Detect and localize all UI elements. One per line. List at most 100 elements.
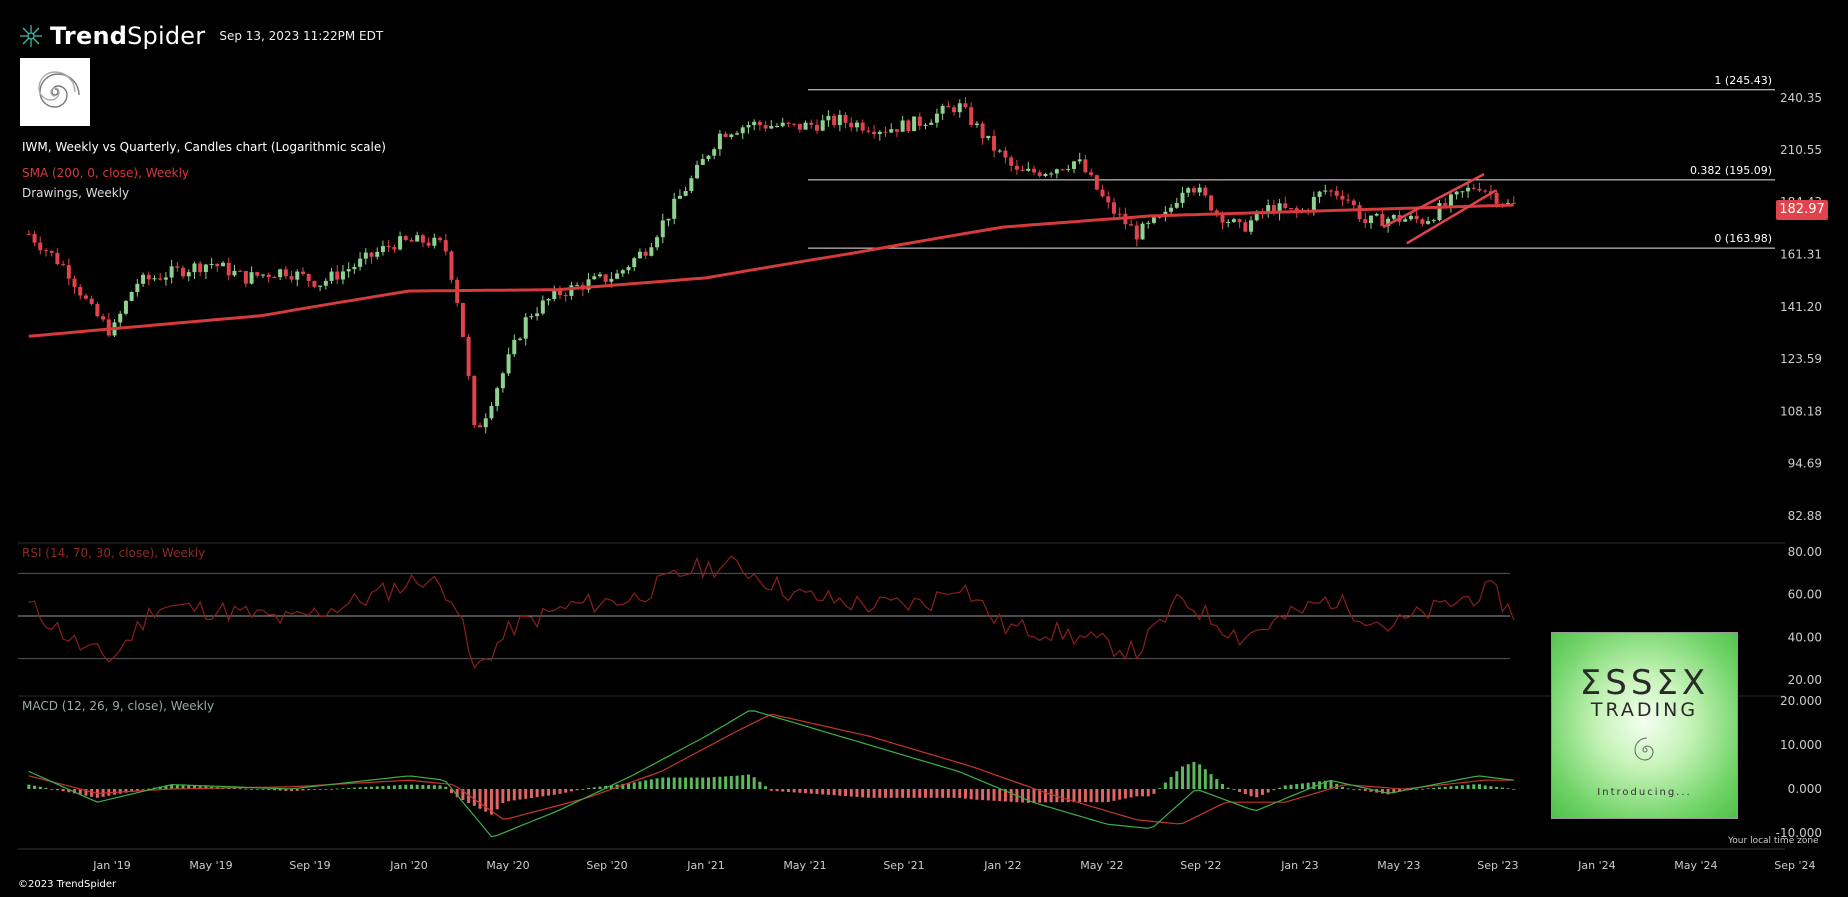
candle-body xyxy=(312,280,317,287)
last-price-badge: 182.97 xyxy=(1776,200,1828,220)
macd-histogram-bar xyxy=(535,789,539,798)
macd-histogram-bar xyxy=(598,786,602,789)
macd-histogram-bar xyxy=(67,789,71,793)
macd-histogram-bar xyxy=(1066,789,1070,803)
macd-histogram-bar xyxy=(804,789,808,794)
candle-body xyxy=(923,124,928,126)
macd-histogram-bar xyxy=(809,789,813,794)
candle-body xyxy=(1380,213,1385,227)
candle-body xyxy=(255,272,260,276)
macd-histogram-bar xyxy=(1169,776,1173,789)
candle-body xyxy=(700,158,705,165)
macd-histogram-bar xyxy=(832,789,836,796)
candle-body xyxy=(906,120,911,132)
candle-body xyxy=(1111,202,1116,214)
macd-histogram-bar xyxy=(1043,789,1047,803)
sma-200-line xyxy=(28,203,1514,338)
brand-suffix: Spider xyxy=(127,22,206,50)
candle-body xyxy=(261,274,266,276)
macd-histogram-bar xyxy=(455,789,459,798)
candle-body xyxy=(963,103,968,108)
macd-histogram-bar xyxy=(130,789,134,792)
macd-histogram-bar xyxy=(1466,784,1470,789)
macd-histogram-bar xyxy=(61,789,65,792)
macd-histogram-bar xyxy=(1278,787,1282,789)
candle-body xyxy=(123,300,128,314)
macd-histogram-bar xyxy=(278,789,282,791)
macd-histogram-bar xyxy=(1506,788,1510,790)
macd-histogram-bar xyxy=(963,789,967,799)
time-tick-label: Jan '24 xyxy=(1577,859,1615,872)
candle-body xyxy=(1386,218,1391,227)
candle-body xyxy=(1351,200,1356,206)
macd-histogram-bar xyxy=(192,785,196,789)
time-tick-label: Jan '21 xyxy=(686,859,724,872)
macd-histogram-bar xyxy=(901,789,905,798)
macd-histogram-bar xyxy=(1477,784,1481,789)
macd-signal-line xyxy=(28,713,1514,825)
candle-body xyxy=(1271,205,1276,214)
candle-body xyxy=(158,278,163,280)
candle-body xyxy=(483,418,488,428)
candle-body xyxy=(323,280,328,286)
macd-histogram-bar xyxy=(1072,789,1076,803)
macd-histogram-bar xyxy=(1232,789,1236,790)
candle-body xyxy=(717,133,722,150)
macd-histogram-bar xyxy=(924,789,928,798)
macd-histogram-bar xyxy=(1392,789,1396,794)
candle-body xyxy=(1032,168,1037,173)
rsi-tick-label: 80.00 xyxy=(1788,545,1822,559)
macd-histogram-bar xyxy=(729,776,733,789)
macd-histogram-bar xyxy=(312,789,316,790)
candle-body xyxy=(1317,191,1322,197)
price-tick-label: 108.18 xyxy=(1780,404,1822,418)
macd-histogram-bar xyxy=(187,785,191,789)
macd-histogram-bar xyxy=(998,789,1002,802)
candle-body xyxy=(380,246,385,252)
macd-histogram-bar xyxy=(718,776,722,789)
candle-body xyxy=(146,274,151,280)
candle-body xyxy=(443,240,448,252)
macd-histogram-bar xyxy=(918,789,922,798)
macd-histogram-bar xyxy=(84,789,88,796)
macd-histogram-bar xyxy=(1243,789,1247,795)
candle-body xyxy=(826,115,831,121)
candle-body xyxy=(1037,172,1042,177)
candle-body xyxy=(746,125,751,128)
candle-body xyxy=(186,272,191,277)
candle-body xyxy=(415,235,420,242)
macd-histogram-bar xyxy=(1158,788,1162,790)
candle-body xyxy=(1100,189,1105,197)
macd-histogram-bar xyxy=(1152,789,1156,794)
macd-histogram-bar xyxy=(1203,769,1207,789)
candle-body xyxy=(1163,211,1168,216)
macd-histogram-bar xyxy=(1009,789,1013,802)
macd-histogram-bar xyxy=(1306,782,1310,789)
macd-histogram-bar xyxy=(826,789,830,795)
macd-histogram-bar xyxy=(1460,785,1464,789)
candle-body xyxy=(1060,169,1065,171)
candle-body xyxy=(66,265,71,279)
macd-histogram-bar xyxy=(409,784,413,789)
macd-histogram-bar xyxy=(1135,789,1139,797)
macd-histogram-bar xyxy=(1181,766,1185,789)
candle-body xyxy=(358,258,363,267)
macd-histogram-bar xyxy=(1220,784,1224,789)
candle-body xyxy=(272,277,277,279)
macd-histogram-bar xyxy=(798,789,802,793)
candle-body xyxy=(72,278,77,287)
macd-histogram-bar xyxy=(489,789,493,815)
candle-body xyxy=(249,272,254,284)
candle-body xyxy=(432,237,437,246)
candle-body xyxy=(775,126,780,128)
candle-body xyxy=(1346,199,1351,201)
macd-histogram-bar xyxy=(507,789,511,802)
trendspider-logo-icon xyxy=(20,25,42,47)
candle-body xyxy=(912,116,917,132)
candle-body xyxy=(1129,224,1134,226)
candle-body xyxy=(500,373,505,389)
candle-body xyxy=(1243,222,1248,232)
candle-body xyxy=(603,274,608,282)
macd-tick-label: -10.000 xyxy=(1776,826,1822,840)
